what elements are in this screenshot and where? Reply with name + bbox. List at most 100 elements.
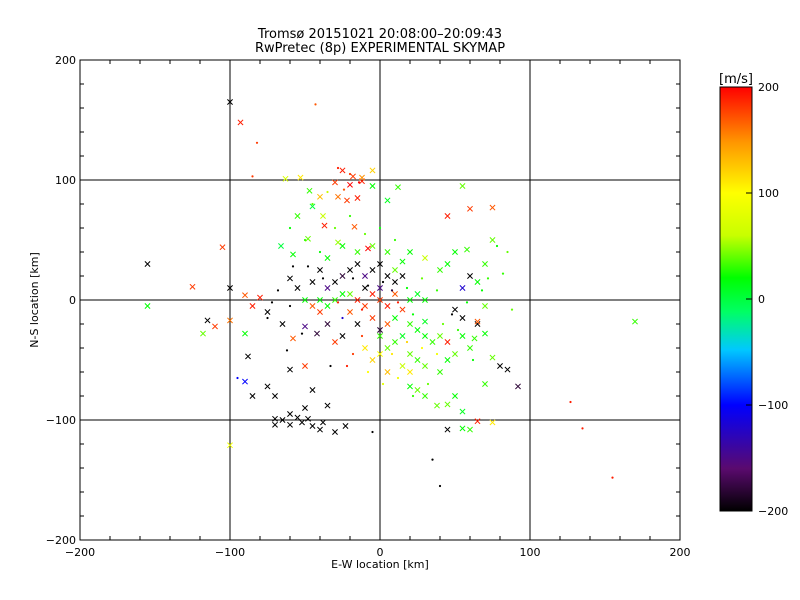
colorbar-tick-label: 200 bbox=[758, 81, 779, 94]
data-point-x bbox=[347, 267, 353, 273]
data-point-x bbox=[392, 267, 398, 273]
data-point-x bbox=[339, 167, 346, 174]
data-point-x bbox=[459, 285, 466, 291]
data-point-x bbox=[309, 387, 316, 393]
data-point-x bbox=[294, 285, 301, 291]
data-point-x bbox=[324, 255, 331, 261]
axis-ticks bbox=[79, 59, 681, 541]
data-point-x bbox=[384, 303, 391, 309]
data-point-dot bbox=[393, 238, 397, 242]
data-point-x bbox=[384, 273, 391, 279]
data-point-x bbox=[317, 297, 323, 303]
data-point-dot bbox=[291, 265, 295, 268]
data-point-dot bbox=[471, 358, 475, 362]
data-point-x bbox=[302, 297, 308, 303]
data-point-x bbox=[437, 369, 443, 375]
data-point-x bbox=[200, 330, 206, 337]
data-point-dot bbox=[357, 181, 361, 184]
data-point-x bbox=[369, 167, 376, 174]
data-point-x bbox=[317, 193, 323, 200]
data-point-x bbox=[219, 244, 226, 251]
data-point-x bbox=[264, 309, 271, 315]
data-point-x bbox=[377, 285, 383, 291]
data-point-x bbox=[272, 415, 278, 422]
data-point-dot bbox=[431, 458, 434, 461]
data-point-x bbox=[309, 279, 316, 285]
data-point-x bbox=[407, 249, 413, 255]
data-point-dot bbox=[342, 188, 346, 191]
data-point-x bbox=[452, 351, 458, 357]
data-point-dot bbox=[581, 427, 584, 430]
data-point-x bbox=[287, 411, 293, 417]
data-point-x bbox=[399, 333, 406, 339]
data-point-x bbox=[354, 321, 361, 327]
chart-title: Tromsø 20151021 20:08:00–20:09:43 bbox=[257, 27, 502, 42]
data-point-dot bbox=[378, 226, 382, 230]
data-point-x bbox=[467, 345, 473, 351]
data-point-x bbox=[429, 339, 436, 345]
data-point-x bbox=[227, 317, 233, 324]
data-point-x bbox=[459, 183, 466, 189]
data-point-dot bbox=[381, 382, 385, 386]
data-point-x bbox=[422, 363, 428, 369]
data-point-dot bbox=[360, 308, 364, 311]
data-point-x bbox=[144, 261, 151, 267]
data-point-x bbox=[482, 261, 488, 267]
y-axis-label: N-S location [km] bbox=[28, 252, 41, 348]
data-point-dot bbox=[236, 376, 239, 380]
data-point-x bbox=[309, 203, 316, 210]
data-point-x bbox=[309, 423, 316, 429]
data-point-x bbox=[422, 255, 428, 261]
data-point-x bbox=[399, 363, 406, 369]
data-point-x bbox=[294, 414, 301, 421]
data-point-x bbox=[354, 297, 361, 303]
data-point-dot bbox=[276, 289, 280, 292]
data-point-x bbox=[317, 309, 323, 315]
data-point-dot bbox=[411, 394, 415, 398]
grid-lines bbox=[80, 60, 680, 540]
data-point-x bbox=[377, 327, 383, 333]
data-point-x bbox=[317, 426, 323, 433]
data-point-dot bbox=[396, 376, 400, 380]
x-axis-label: E-W location [km] bbox=[331, 558, 429, 571]
x-tick-label: 0 bbox=[377, 546, 384, 559]
data-point-x bbox=[320, 213, 326, 219]
data-point-x bbox=[474, 318, 481, 325]
data-point-x bbox=[347, 181, 353, 188]
data-point-x bbox=[317, 267, 323, 273]
data-point-dot bbox=[435, 352, 439, 356]
data-point-x bbox=[342, 423, 349, 429]
data-point-x bbox=[399, 258, 406, 265]
data-point-x bbox=[282, 175, 289, 182]
data-point-x bbox=[306, 187, 313, 194]
data-point-x bbox=[314, 330, 320, 337]
data-point-x bbox=[369, 267, 376, 273]
data-point-x bbox=[504, 366, 511, 373]
data-point-x bbox=[414, 387, 421, 393]
data-point-dot bbox=[396, 301, 400, 304]
data-point-dot bbox=[336, 301, 340, 304]
data-point-x bbox=[339, 291, 346, 297]
data-point-x bbox=[321, 222, 328, 229]
data-point-x bbox=[377, 297, 383, 303]
colorbar-label: [m/s] bbox=[719, 72, 753, 87]
data-point-dot bbox=[426, 382, 430, 386]
data-point-x bbox=[227, 285, 233, 291]
data-points bbox=[144, 99, 638, 488]
data-point-x bbox=[335, 193, 341, 200]
data-point-dot bbox=[371, 430, 374, 434]
data-point-dot bbox=[255, 141, 259, 144]
data-point-x bbox=[377, 351, 383, 357]
axis-tick-labels: −200 −100 0 100 200 −200 −100 0 100 200 bbox=[46, 54, 691, 559]
data-point-x bbox=[324, 321, 331, 327]
data-point-x bbox=[278, 243, 284, 249]
data-point-x bbox=[482, 381, 488, 387]
colorbar-tick-label: −100 bbox=[758, 399, 788, 412]
data-point-dot bbox=[420, 346, 424, 350]
data-point-x bbox=[437, 333, 443, 339]
data-point-dot bbox=[366, 284, 370, 287]
data-point-x bbox=[362, 285, 368, 291]
data-point-x bbox=[459, 315, 466, 321]
data-point-x bbox=[422, 297, 428, 303]
